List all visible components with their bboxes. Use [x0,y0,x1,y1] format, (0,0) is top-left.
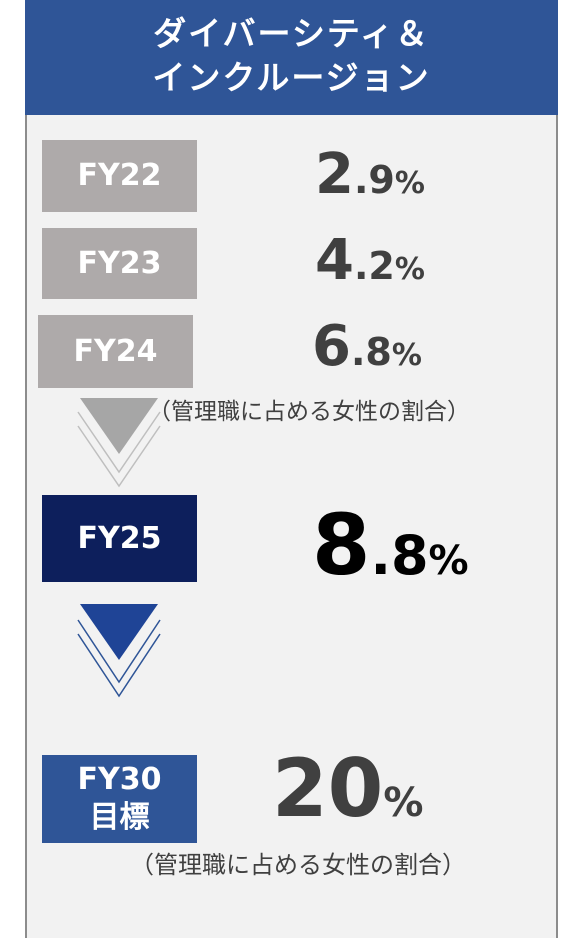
year-label: FY24 [73,333,158,369]
year-label: FY30 [77,762,162,797]
value-int: 4 [315,228,354,293]
value-unit: % [428,538,469,584]
value-int: 6 [312,314,351,379]
year-label: FY22 [77,158,162,193]
arrow-blue [77,604,161,698]
title-line: インクルージョン [152,58,431,97]
value-int: 8 [312,496,371,594]
year-label: FY25 [77,520,162,556]
value: 6.8% [312,314,422,379]
note: （管理職に占める女性の割合） [148,399,470,425]
year-box: FY23 [42,228,197,299]
value-dec: .9 [353,158,395,202]
note: （管理職に占める女性の割合） [130,851,466,879]
value: 8.8% [312,496,469,594]
year-label: FY23 [77,245,162,281]
title-line: ダイバーシティ＆ [153,14,430,53]
value-unit: % [394,166,425,201]
value: 4.2% [315,228,425,293]
header: ダイバーシティ＆ インクルージョン [25,0,558,115]
value: 20% [272,742,423,835]
year-label: 目標 [89,800,150,835]
year-box: FY30 目標 [42,755,197,843]
value-unit: % [394,252,425,287]
value-dec: .8 [370,524,429,587]
value: 2.9% [315,142,425,207]
year-box: FY22 [42,140,197,212]
year-box: FY24 [38,315,193,388]
value-dec: .2 [353,244,395,288]
value-unit: % [391,338,422,373]
year-box: FY25 [42,495,197,582]
value-dec: .8 [350,330,392,374]
value-int: 2 [315,142,354,207]
value-int: 20 [272,742,384,835]
arrow-gray [77,398,161,488]
value-unit: % [383,780,424,826]
